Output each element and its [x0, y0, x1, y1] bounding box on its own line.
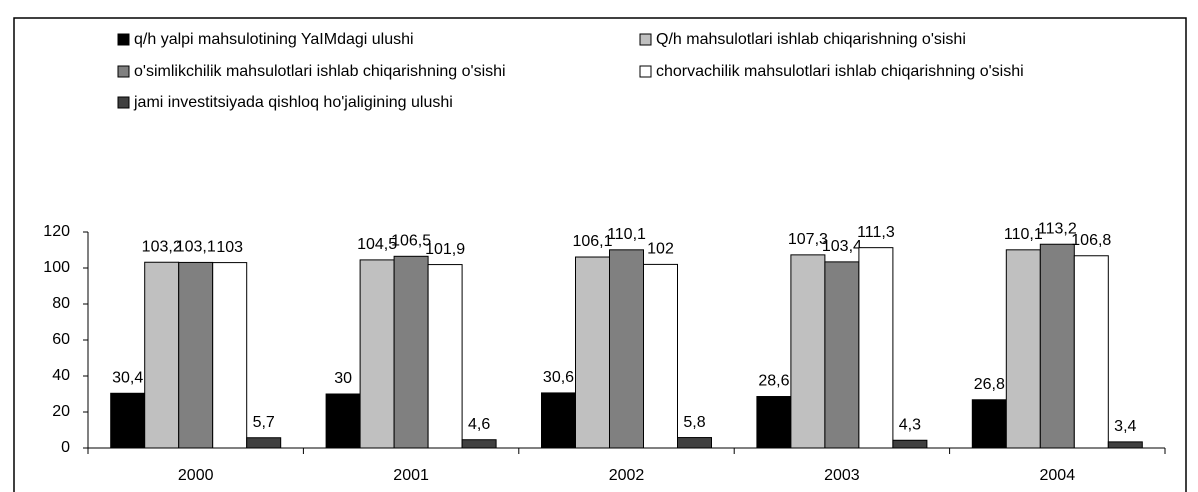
bar — [790, 254, 826, 449]
data-label: 107,3 — [788, 231, 828, 248]
data-label: 104,5 — [357, 236, 397, 253]
bar — [110, 392, 146, 449]
y-tick-label: 20 — [52, 403, 70, 420]
bar — [144, 261, 180, 449]
bar — [677, 437, 712, 449]
legend-label: chorvachilik mahsulotlari ishlab chiqari… — [656, 63, 1024, 80]
y-tick-label: 100 — [43, 259, 70, 276]
x-tick-label: 2001 — [393, 467, 429, 484]
bar — [1073, 255, 1109, 449]
bar — [971, 399, 1007, 449]
y-tick-label: 40 — [52, 367, 70, 384]
legend-label: o'simlikchilik mahsulotlari ishlab chiqa… — [134, 63, 506, 80]
data-label: 30,4 — [112, 369, 143, 386]
data-label: 30 — [334, 370, 352, 387]
data-label: 103,2 — [142, 238, 182, 255]
legend-swatch — [639, 65, 652, 78]
data-label: 111,3 — [857, 224, 895, 241]
x-tick-label: 2003 — [824, 467, 860, 484]
data-label: 5,8 — [683, 414, 705, 431]
bar — [824, 261, 860, 449]
data-label: 103 — [216, 239, 243, 256]
data-label: 5,7 — [253, 414, 275, 431]
y-tick-label: 80 — [52, 295, 70, 312]
bar — [609, 249, 644, 449]
legend-swatch — [117, 33, 130, 46]
data-label: 26,8 — [974, 376, 1005, 393]
bar — [325, 393, 361, 449]
bar — [246, 437, 282, 449]
bar — [643, 263, 678, 449]
legend-label: q/h yalpi mahsulotining YaIMdagi ulushi — [134, 31, 414, 48]
data-label: 106,1 — [572, 233, 612, 250]
data-label: 4,3 — [899, 416, 921, 433]
data-label: 103,1 — [176, 239, 216, 256]
data-label: 30,6 — [543, 369, 574, 386]
legend-swatch — [117, 96, 130, 109]
bar — [461, 439, 497, 449]
bar — [858, 247, 894, 449]
x-tick-label: 2000 — [178, 467, 214, 484]
bar — [541, 392, 576, 449]
x-tick-label: 2002 — [609, 467, 645, 484]
data-label: 110,1 — [607, 226, 646, 243]
bar — [1005, 249, 1041, 449]
data-label: 103,4 — [822, 238, 862, 255]
y-tick-label: 0 — [61, 439, 70, 456]
x-tick-label: 2004 — [1040, 467, 1076, 484]
bar — [212, 262, 248, 449]
bar — [359, 259, 395, 449]
data-label: 101,9 — [425, 241, 465, 258]
y-tick-label: 120 — [43, 223, 70, 240]
legend-label: jami investitsiyada qishloq ho'jaliginin… — [133, 94, 453, 111]
data-label: 3,4 — [1114, 418, 1136, 435]
data-label: 106,8 — [1071, 232, 1111, 249]
bar — [756, 396, 792, 449]
data-label: 113,2 — [1038, 220, 1077, 237]
y-tick-label: 60 — [52, 331, 70, 348]
bar — [393, 255, 429, 449]
data-label: 110,1 — [1004, 226, 1043, 243]
data-label: 102 — [647, 241, 674, 258]
bar — [575, 256, 610, 449]
data-label: 106,5 — [391, 233, 431, 250]
data-label: 4,6 — [468, 416, 490, 433]
data-label: 28,6 — [758, 373, 789, 390]
bar — [1039, 243, 1075, 449]
legend-swatch — [117, 65, 130, 78]
bar — [178, 261, 214, 449]
legend-swatch — [639, 33, 652, 46]
legend-label: Q/h mahsulotlari ishlab chiqarishning o'… — [656, 31, 966, 48]
bar — [1107, 441, 1143, 449]
bar — [892, 439, 928, 449]
bar — [427, 264, 463, 449]
